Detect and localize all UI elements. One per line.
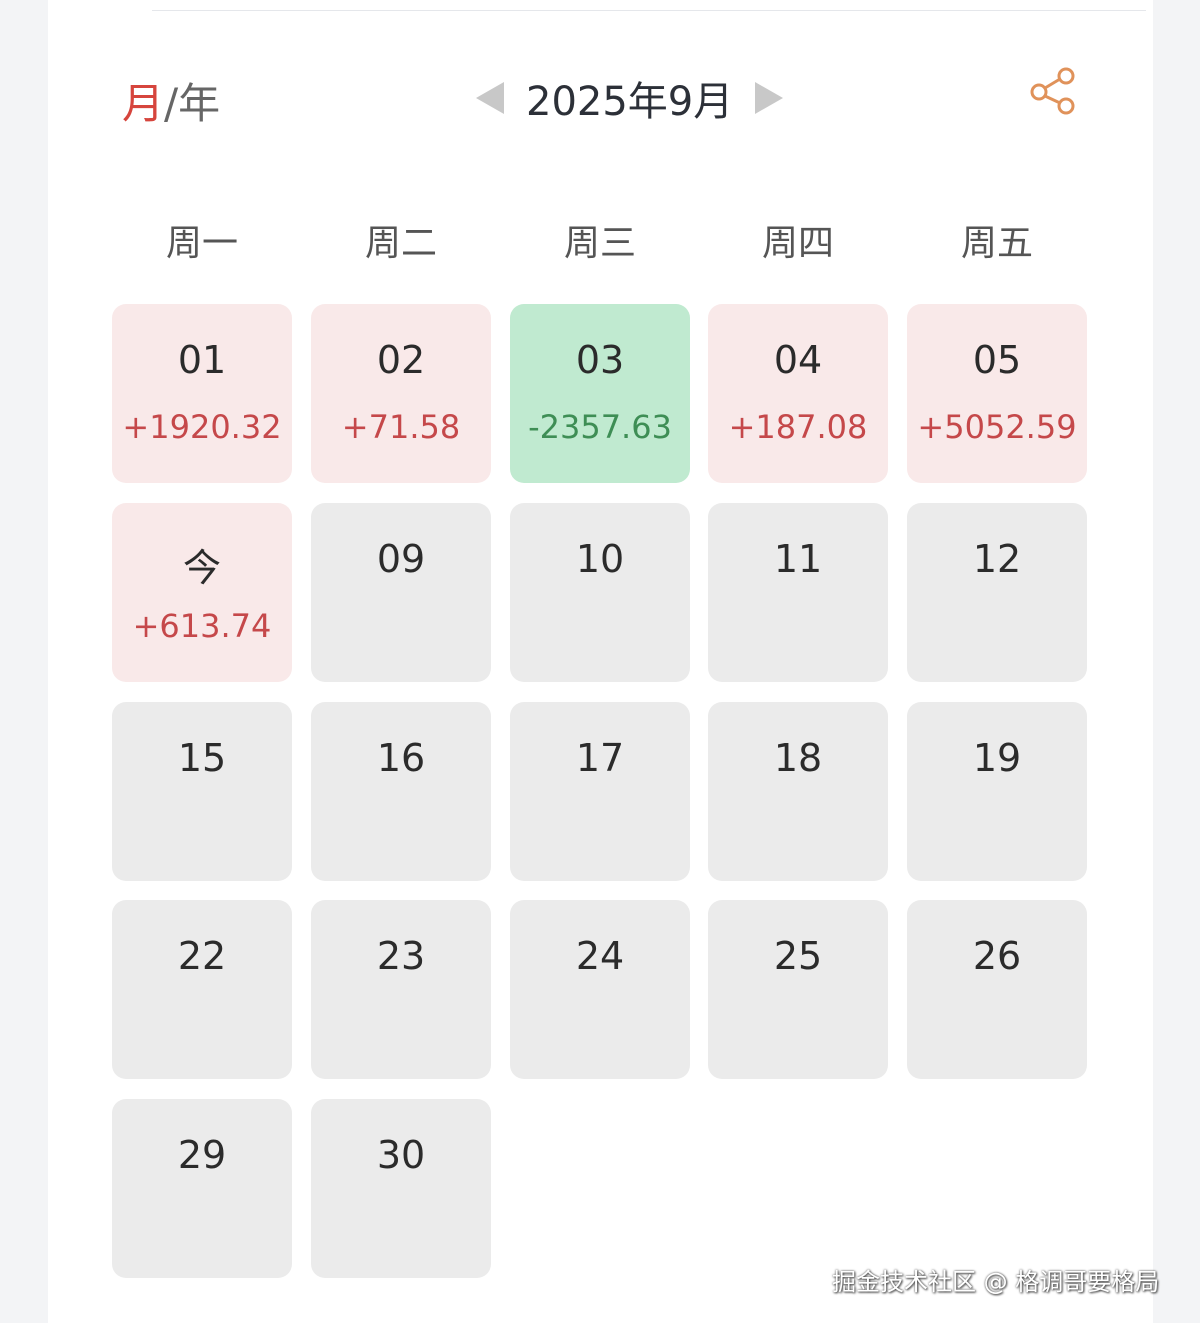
day-number: 01 [177, 338, 227, 382]
weekday-label: 周四 [761, 223, 834, 264]
day-number: 15 [177, 736, 227, 780]
day-number: 17 [575, 736, 625, 780]
weekday-label: 周三 [563, 223, 636, 264]
share-icon[interactable] [1028, 66, 1078, 116]
day-pnl-value: +5052.59 [917, 408, 1077, 446]
day-cell[interactable]: 19 [907, 702, 1087, 881]
view-separator: / [164, 79, 179, 128]
day-cell[interactable]: 10 [510, 503, 690, 682]
day-cell[interactable]: 17 [510, 702, 690, 881]
day-number: 02 [376, 338, 426, 382]
day-number: 10 [575, 537, 625, 581]
day-cell[interactable]: 09 [311, 503, 491, 682]
watermark: 掘金技术社区 @ 格调哥要格局 [832, 1268, 1160, 1296]
day-number: 11 [773, 537, 823, 581]
day-pnl-value: +187.08 [728, 408, 868, 446]
day-pnl-value: +1920.32 [122, 408, 282, 446]
day-cell[interactable]: 22 [112, 900, 292, 1079]
day-cell[interactable]: 02 +71.58 [311, 304, 491, 483]
divider [152, 10, 1146, 11]
day-number: 23 [376, 934, 426, 978]
day-pnl-value: -2357.63 [528, 408, 672, 446]
next-month-icon[interactable] [755, 82, 784, 114]
weekday-label: 周二 [364, 223, 437, 264]
day-cell[interactable]: 26 [907, 900, 1087, 1079]
day-number: 25 [773, 934, 823, 978]
day-number: 03 [575, 338, 625, 382]
day-cell[interactable]: 25 [708, 900, 888, 1079]
view-toggle[interactable]: 月/年 [122, 70, 220, 131]
day-number: 09 [376, 537, 426, 581]
day-number: 26 [972, 934, 1022, 978]
day-cell[interactable]: 今 +613.74 [112, 503, 292, 682]
day-number: 22 [177, 934, 227, 978]
day-pnl-value: +613.74 [132, 607, 272, 645]
day-cell[interactable]: 16 [311, 702, 491, 881]
month-navigator: 2025年9月 [476, 68, 784, 128]
month-title: 2025年9月 [526, 79, 734, 125]
view-month-option[interactable]: 月 [122, 79, 165, 128]
day-number: 04 [773, 338, 823, 382]
day-cell[interactable]: 23 [311, 900, 491, 1079]
day-cell[interactable]: 01 +1920.32 [112, 304, 292, 483]
day-number: 18 [773, 736, 823, 780]
day-number: 16 [376, 736, 426, 780]
weekday-label: 周一 [165, 223, 238, 264]
day-pnl-value: +71.58 [341, 408, 461, 446]
view-year-option[interactable]: 年 [178, 79, 221, 128]
prev-month-icon[interactable] [476, 82, 504, 114]
day-cell[interactable]: 24 [510, 900, 690, 1079]
day-cell[interactable]: 04 +187.08 [708, 304, 888, 483]
day-number: 12 [972, 537, 1022, 581]
day-cell[interactable]: 29 [112, 1099, 292, 1278]
day-number: 今 [182, 546, 221, 590]
day-cell[interactable]: 11 [708, 503, 888, 682]
day-number: 19 [972, 736, 1022, 780]
day-number: 30 [376, 1133, 426, 1177]
day-cell[interactable]: 18 [708, 702, 888, 881]
day-cell[interactable]: 12 [907, 503, 1087, 682]
weekday-label: 周五 [960, 223, 1033, 264]
day-number: 24 [575, 934, 625, 978]
day-cell[interactable]: 05 +5052.59 [907, 304, 1087, 483]
day-number: 29 [177, 1133, 227, 1177]
day-number: 05 [972, 338, 1022, 382]
day-cell[interactable]: 03 -2357.63 [510, 304, 690, 483]
day-cell[interactable]: 30 [311, 1099, 491, 1278]
day-cell[interactable]: 15 [112, 702, 292, 881]
